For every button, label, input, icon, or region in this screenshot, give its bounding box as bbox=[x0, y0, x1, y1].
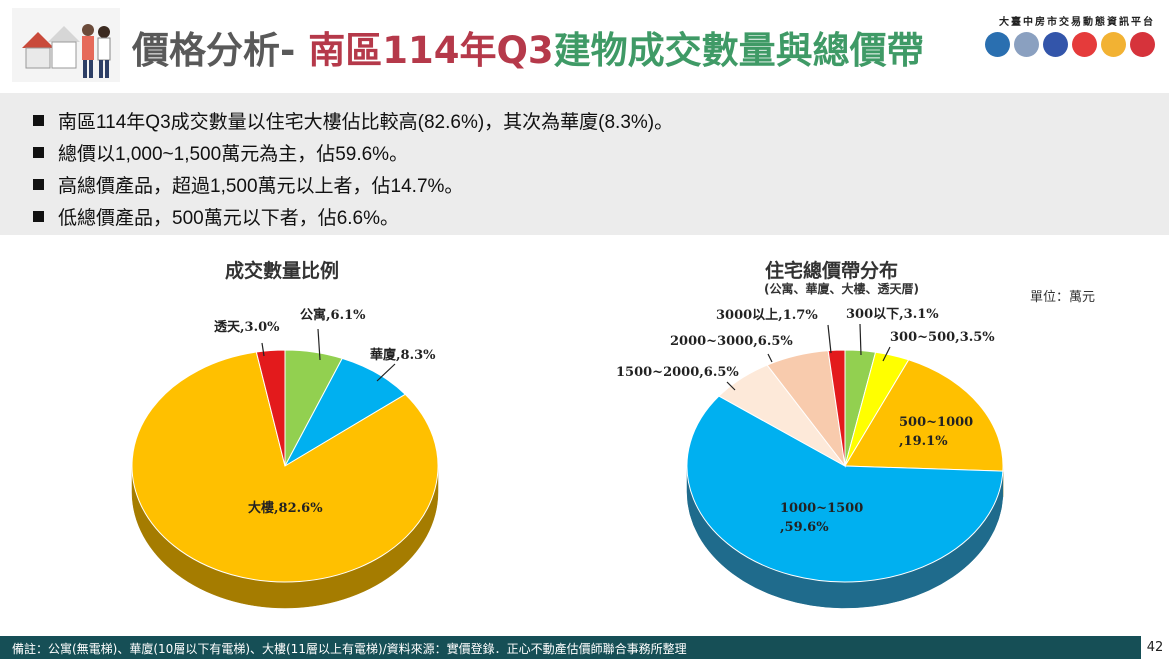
bullet-item: 低總價產品，500萬元以下者，佔6.6%。 bbox=[33, 203, 399, 230]
chart1-title: 成交數量比例 bbox=[225, 260, 340, 282]
brand-name: 大臺中房市交易動態資訊平台 bbox=[999, 17, 1155, 28]
square-bullet-icon bbox=[33, 115, 44, 126]
slice-label: 華廈,8.3% bbox=[370, 347, 436, 363]
slice-label-line: 1500~2000,6.5% bbox=[616, 365, 739, 380]
slice-label: 透天,3.0% bbox=[214, 320, 280, 335]
emblem-logo-icon bbox=[1043, 32, 1068, 57]
bullet-item: 南區114年Q3成交數量以住宅大樓佔比較高(82.6%)，其次為華廈(8.3%)… bbox=[33, 107, 673, 134]
pie-slice bbox=[686, 395, 1004, 583]
slice-label-line: 2000~3000,6.5% bbox=[670, 334, 793, 349]
houses-people-logo bbox=[12, 8, 120, 82]
leader-line bbox=[767, 353, 773, 363]
slice-label-line: 300以下,3.1% bbox=[846, 307, 939, 322]
square-bullet-icon bbox=[33, 179, 44, 190]
slice-label-line: 3000以上,1.7% bbox=[716, 308, 818, 323]
title-part1: 價格分析- bbox=[132, 29, 309, 72]
leader-line bbox=[827, 324, 832, 354]
slice-label: 1000~1500 ,59.6% bbox=[780, 501, 863, 535]
ip-logo-icon bbox=[1072, 32, 1097, 57]
slice-label-line: 大樓,82.6% bbox=[248, 500, 323, 516]
chart2-title: 住宅總價帶分布 bbox=[765, 260, 899, 282]
header: 價格分析- 南區114年Q3建物成交數量與總價帶 大臺中房市交易動態資訊平台 bbox=[0, 0, 1169, 92]
square-bullet-icon bbox=[33, 211, 44, 222]
bullet-item: 高總價產品，超過1,500萬元以上者，佔14.7%。 bbox=[33, 171, 463, 198]
pie-slice bbox=[844, 359, 1004, 472]
leader-line bbox=[859, 323, 862, 356]
seal-logo-icon bbox=[1014, 32, 1039, 57]
summary-bullets: 南區114年Q3成交數量以住宅大樓佔比較高(82.6%)，其次為華廈(8.3%)… bbox=[0, 93, 1169, 235]
title-part3: 建物成交數量與總價帶 bbox=[553, 29, 924, 72]
unit-label: 單位：萬元 bbox=[1030, 290, 1096, 305]
bullet-item: 總價以1,000~1,500萬元為主，佔59.6%。 bbox=[33, 139, 408, 166]
slice-label: 1500~2000,6.5% bbox=[616, 365, 739, 380]
slice-label: 2000~3000,6.5% bbox=[670, 334, 793, 349]
footer-note: 備註：公寓(無電梯)、華廈(10層以下有電梯)、大樓(11層以上有電梯)/資料來… bbox=[12, 642, 687, 656]
tuda-logo-icon bbox=[985, 32, 1010, 57]
square-bullet-icon bbox=[33, 147, 44, 158]
slice-label-line: 透天,3.0% bbox=[214, 320, 280, 335]
leader-line bbox=[317, 328, 321, 361]
chart2-subtitle: (公寓、華廈、大樓、透天厝) bbox=[764, 282, 919, 296]
leader-line bbox=[261, 342, 265, 357]
pie-chart-1: 公寓,6.1% 華廈,8.3% 大樓,82.6% 透天,3.0% bbox=[131, 307, 439, 609]
pie-slice bbox=[255, 349, 286, 467]
pie-chart-2: 300以下,3.1% 300~500,3.5% 500~1000 ,19.1% 1000… bbox=[616, 307, 1004, 609]
page-title: 價格分析- 南區114年Q3建物成交數量與總價帶 bbox=[132, 20, 924, 74]
slice-label-line: 公寓,6.1% bbox=[300, 307, 366, 323]
leader-line bbox=[376, 363, 396, 382]
slice-label: 500~1000 ,19.1% bbox=[899, 415, 973, 449]
slice-label: 3000以上,1.7% bbox=[716, 308, 818, 323]
pie-slice bbox=[131, 351, 439, 583]
slice-label-line: ,59.6% bbox=[780, 520, 829, 535]
leader-line bbox=[882, 346, 891, 362]
slice-label-line: ,19.1% bbox=[899, 434, 948, 449]
slice-label-line: 華廈,8.3% bbox=[370, 347, 436, 363]
page-number: 42 bbox=[1141, 636, 1169, 659]
title-part2: 南區114年Q3 bbox=[308, 29, 554, 72]
association-logo-icon bbox=[1130, 32, 1155, 57]
slice-label: 300~500,3.5% bbox=[890, 330, 995, 345]
slice-label-line: 300~500,3.5% bbox=[890, 330, 995, 345]
partner-logos bbox=[985, 32, 1155, 57]
pie-slice bbox=[827, 349, 846, 467]
slice-label-line: 500~1000 bbox=[899, 415, 973, 430]
pie-charts: 公寓,6.1%華廈,8.3%大樓,82.6%透天,3.0%300以下,3.1%3… bbox=[131, 307, 1004, 609]
slice-label: 大樓,82.6% bbox=[248, 500, 323, 516]
slice-label-line: 1000~1500 bbox=[780, 501, 863, 516]
leader-line bbox=[726, 381, 736, 391]
slice-label: 公寓,6.1% bbox=[300, 307, 366, 323]
footer: 備註：公寓(無電梯)、華廈(10層以下有電梯)、大樓(11層以上有電梯)/資料來… bbox=[0, 636, 1169, 659]
diamond-logo-icon bbox=[1101, 32, 1126, 57]
slice-label: 300以下,3.1% bbox=[846, 307, 939, 322]
